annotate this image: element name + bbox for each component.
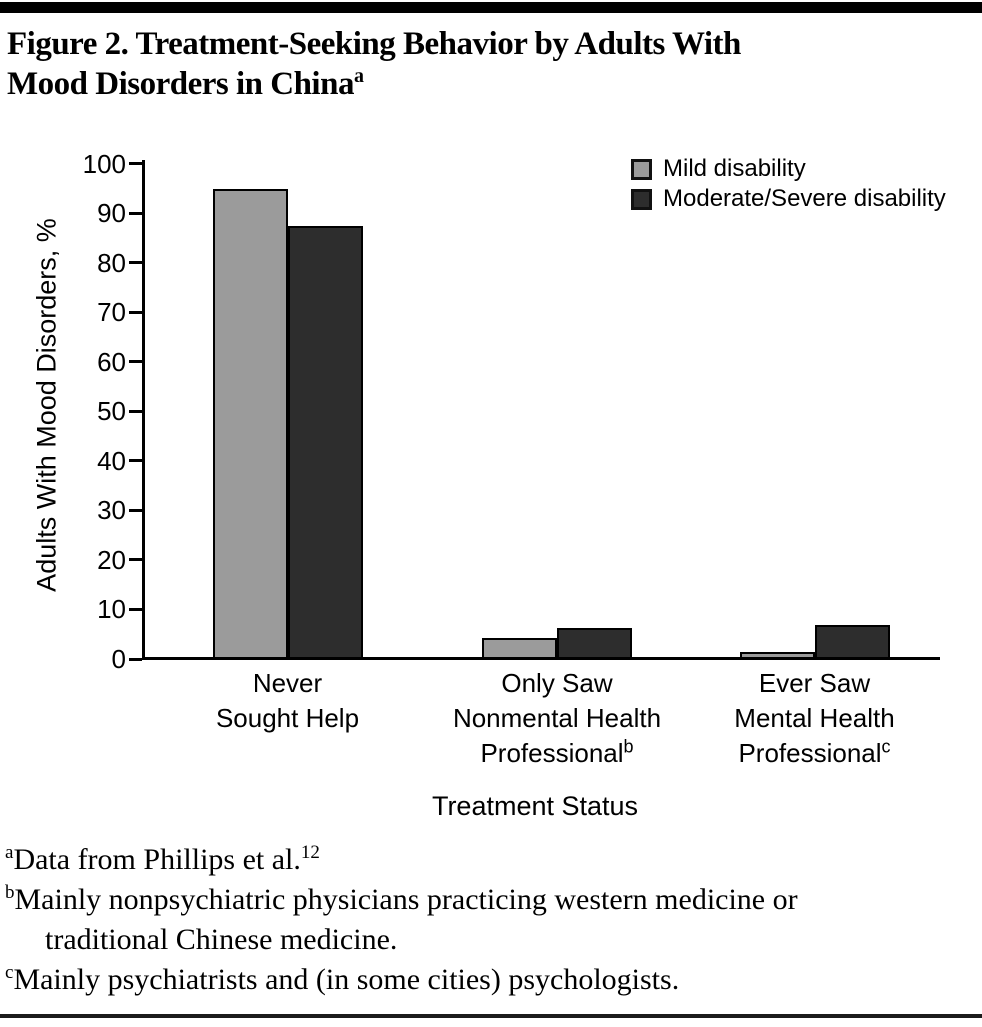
y-tick-label-80: 80 (97, 247, 126, 278)
y-tick-40 (129, 459, 142, 463)
y-tick-100 (129, 162, 142, 165)
y-tick-label-20: 20 (97, 544, 126, 575)
figure-title-line2: Mood Disorders in China (7, 66, 354, 102)
x-category-label-group2: Only Saw Nonmental Health Professionalb (452, 668, 662, 768)
y-tick-label-50: 50 (97, 396, 126, 427)
y-axis-line (142, 160, 145, 660)
footnote-a: aData from Phillips et al.12 (5, 842, 320, 876)
figure-title-superscript: a (353, 65, 364, 87)
category-superscript-b: b (623, 736, 634, 757)
bar-moderate-severe-disability-group2 (557, 628, 632, 660)
legend-swatch-severe-icon (631, 188, 652, 210)
bottom-rule-divider (0, 1014, 982, 1018)
y-tick-label-90: 90 (97, 198, 126, 229)
y-tick-30 (129, 508, 142, 512)
category-superscript-c: c (881, 736, 891, 757)
y-axis-title: Adults With Mood Disorders, % (31, 218, 62, 592)
legend-item-mild: Mild disability (631, 155, 946, 182)
legend-swatch-mild-icon (631, 158, 652, 180)
y-tick-50 (129, 409, 142, 413)
y-tick-label-60: 60 (97, 346, 126, 377)
y-tick-80 (129, 261, 142, 265)
legend-item-severe: Moderate/Severe disability (631, 185, 946, 212)
y-tick-label-0: 0 (111, 644, 126, 674)
x-category-label-group3: Ever Saw Mental Health Professionalc (734, 668, 895, 768)
footnote-b-continuation: traditional Chinese medicine. (45, 923, 398, 956)
bar-mild-disability-group1 (212, 189, 288, 660)
legend-label-mild: Mild disability (663, 155, 806, 182)
y-tick-label-30: 30 (97, 495, 126, 526)
y-tick-label-70: 70 (97, 297, 126, 328)
y-tick-90 (129, 211, 142, 215)
y-tick-label-40: 40 (97, 445, 126, 476)
bar-moderate-severe-disability-group3 (814, 625, 890, 660)
y-tick-10 (129, 607, 142, 611)
figure-title-line1: Figure 2. Treatment-Seeking Behavior by … (7, 26, 741, 62)
y-tick-60 (129, 360, 142, 364)
y-tick-label-10: 10 (97, 594, 126, 625)
y-tick-label-100: 100 (82, 148, 126, 179)
footnote-b: bMainly nonpsychiatric physicians practi… (5, 882, 798, 916)
footnote-c: cMainly psychiatrists and (in some citie… (5, 962, 680, 996)
y-tick-0 (129, 657, 142, 661)
x-category-label-group1: Never Sought Help (215, 668, 360, 733)
bar-moderate-severe-disability-group1 (287, 226, 363, 660)
footnotes-block: aData from Phillips et al.12 bMainly nonp… (5, 840, 965, 1000)
x-axis-line (142, 657, 940, 660)
y-tick-20 (129, 558, 142, 562)
y-tick-70 (129, 310, 142, 314)
x-axis-title: Treatment Status (431, 791, 639, 821)
chart-legend: Mild disability Moderate/Severe disabili… (631, 155, 946, 212)
figure-title: Figure 2. Treatment-Seeking Behavior by … (7, 24, 967, 104)
legend-label-severe: Moderate/Severe disability (663, 185, 946, 212)
top-rule-divider (0, 2, 982, 13)
